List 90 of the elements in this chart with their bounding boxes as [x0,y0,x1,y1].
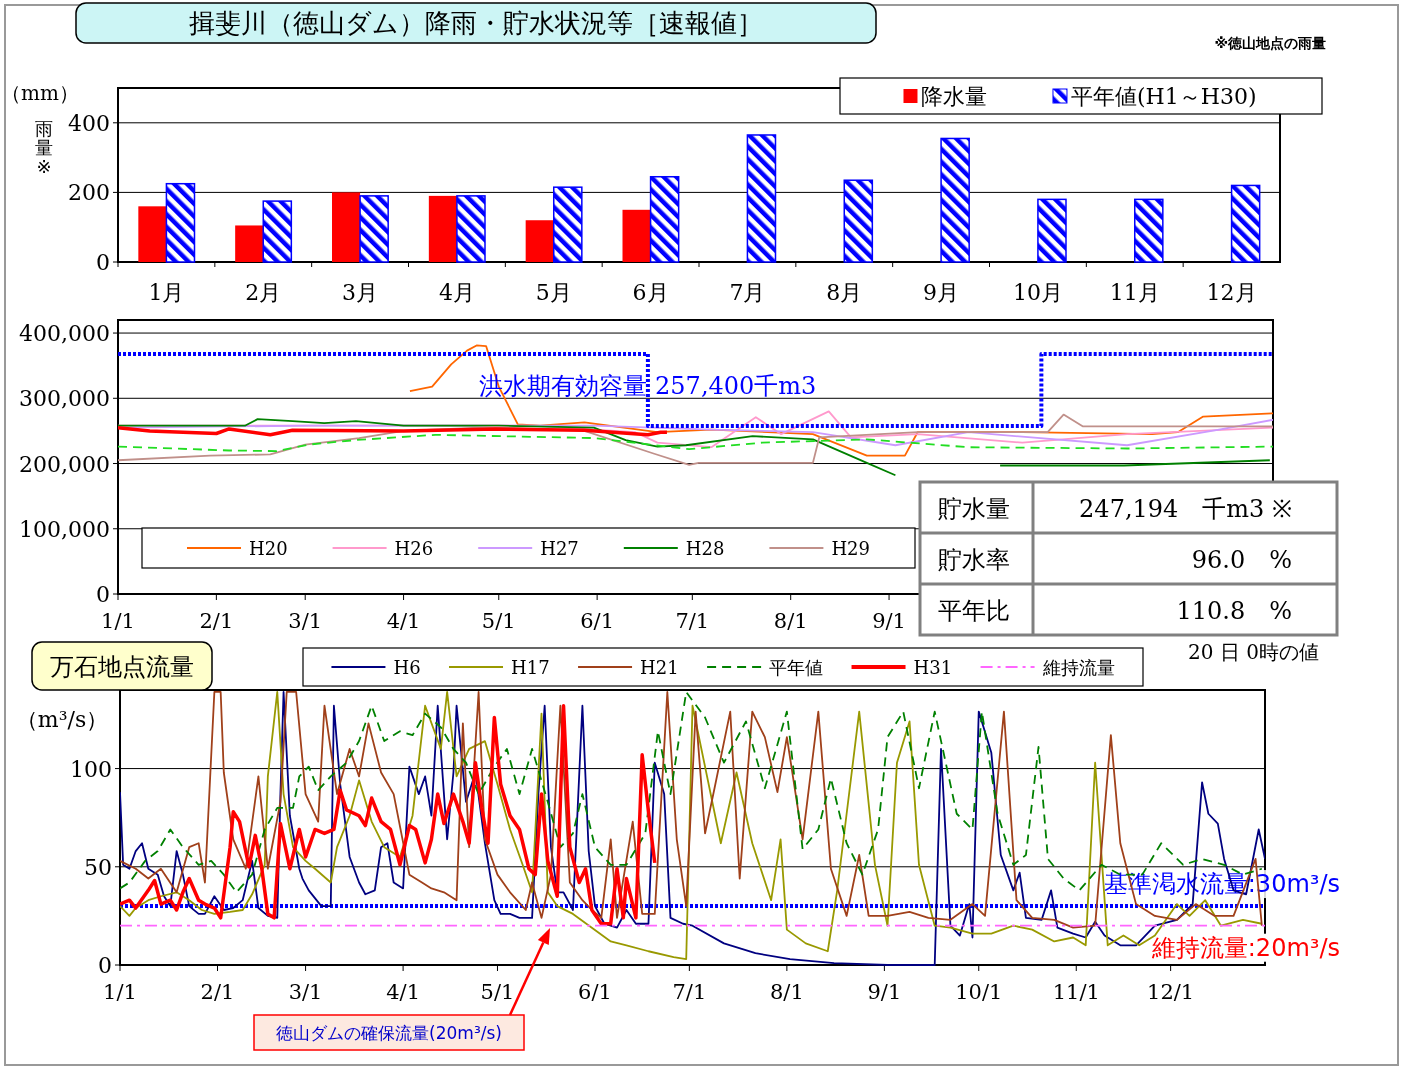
x-tick-label: 1/1 [103,980,137,1004]
x-tick-label: 5/1 [481,609,516,633]
legend-label: H6 [393,657,421,678]
bar [1230,184,1261,263]
x-tick-label: 10/1 [955,980,1003,1004]
annotation: 96.0 % [1191,545,1292,574]
x-tick-label: 6/1 [578,980,612,1004]
callout-box: 徳山ダムの確保流量(20m³/s) [253,1014,525,1051]
bar [1037,198,1067,263]
x-tick-label: 7/1 [675,609,710,633]
bar [940,137,970,263]
x-tick-label: 8/1 [773,609,808,633]
y-tick-label: 300,000 [19,386,110,412]
annotation: 貯水量 [938,494,1010,523]
legend-label: H27 [540,538,579,559]
bar [746,134,777,263]
y-tick-label: 100,000 [19,516,110,542]
bar [456,195,486,263]
legend-label: H26 [394,538,434,559]
text: ※徳山地点の雨量 [1214,35,1326,51]
y-tick-label: 400 [68,110,110,136]
x-tick-label: 6月 [632,280,669,305]
x-tick-label: 9/1 [867,980,902,1004]
legend-label: H20 [248,538,288,559]
bar [138,206,167,262]
legend-label: 維持流量 [1041,657,1115,678]
annotation: 貯水率 [938,545,1010,574]
chart-title: 揖斐川（徳山ダム）降雨・貯水状況等［速報値］ [189,8,763,39]
legend-label: H21 [640,657,679,678]
legend-label: 平年値 [769,657,824,678]
y-tick-label: 200 [68,180,110,206]
bar [359,195,389,263]
x-tick-label: 10月 [1012,280,1063,305]
legend-label: H31 [913,657,953,678]
x-tick-label: 1月 [148,280,185,305]
bar [553,186,583,263]
y-axis-title: （m³/s） [15,707,109,732]
legend-label: H17 [511,657,550,678]
y-tick-label: 0 [96,250,110,275]
bar [843,179,874,263]
x-tick-label: 8月 [826,280,863,305]
x-tick-label: 2/1 [199,609,234,633]
x-tick-label: 11/1 [1052,980,1100,1004]
x-tick-label: 12月 [1206,280,1257,305]
y-tick-label: 50 [84,854,112,880]
x-tick-label: 6/1 [580,609,615,633]
bar [649,175,680,263]
bar [235,225,264,262]
text: 110.8 % [1176,596,1292,625]
y-axis-title: 雨量※ [35,118,53,177]
text: 20 日 0時の値 [1188,640,1319,664]
chart-title: 万石地点流量 [50,652,194,681]
bar [622,209,651,262]
x-tick-label: 11月 [1109,280,1160,305]
bar [332,192,361,262]
legend-label: 降水量 [921,84,988,109]
x-tick-label: 5月 [535,280,572,305]
x-tick-label: 7/1 [672,980,707,1004]
x-tick-label: 9/1 [872,609,906,633]
x-tick-label: 4月 [438,280,475,305]
x-tick-label: 3/1 [288,980,323,1004]
x-tick-label: 2月 [245,280,282,305]
text: 平年比 [938,596,1010,625]
y-tick-label: 400,000 [19,321,110,347]
bar [165,182,196,263]
bar [525,220,554,262]
y-tick-label: 200,000 [19,451,110,477]
x-tick-label: 4/1 [386,609,421,633]
annotation: 247,194 千m3 ※ [1079,494,1292,523]
bar [262,200,293,263]
legend-label: H29 [831,538,871,559]
x-tick-label: 8/1 [769,980,804,1004]
legend-label: 平年値(H1～H30) [1070,84,1257,109]
x-tick-label: 5/1 [480,980,515,1004]
text: （mm） [1,81,79,105]
annotation: 維持流量:20m³/s [1150,933,1340,962]
x-tick-label: 9月 [923,280,960,305]
y-tick-label: 0 [96,582,110,607]
x-tick-label: 7月 [729,280,766,305]
x-tick-label: 3/1 [288,609,323,633]
x-tick-label: 2/1 [200,980,235,1004]
x-tick-label: 12/1 [1147,980,1195,1004]
y-tick-label: 100 [70,756,112,782]
x-tick-label: 1/1 [101,609,135,633]
bar [428,195,457,262]
x-tick-label: 3月 [342,280,379,305]
legend-label: H28 [685,538,725,559]
bar [1134,198,1164,263]
x-tick-label: 4/1 [386,980,420,1004]
y-tick-label: 0 [98,953,112,978]
